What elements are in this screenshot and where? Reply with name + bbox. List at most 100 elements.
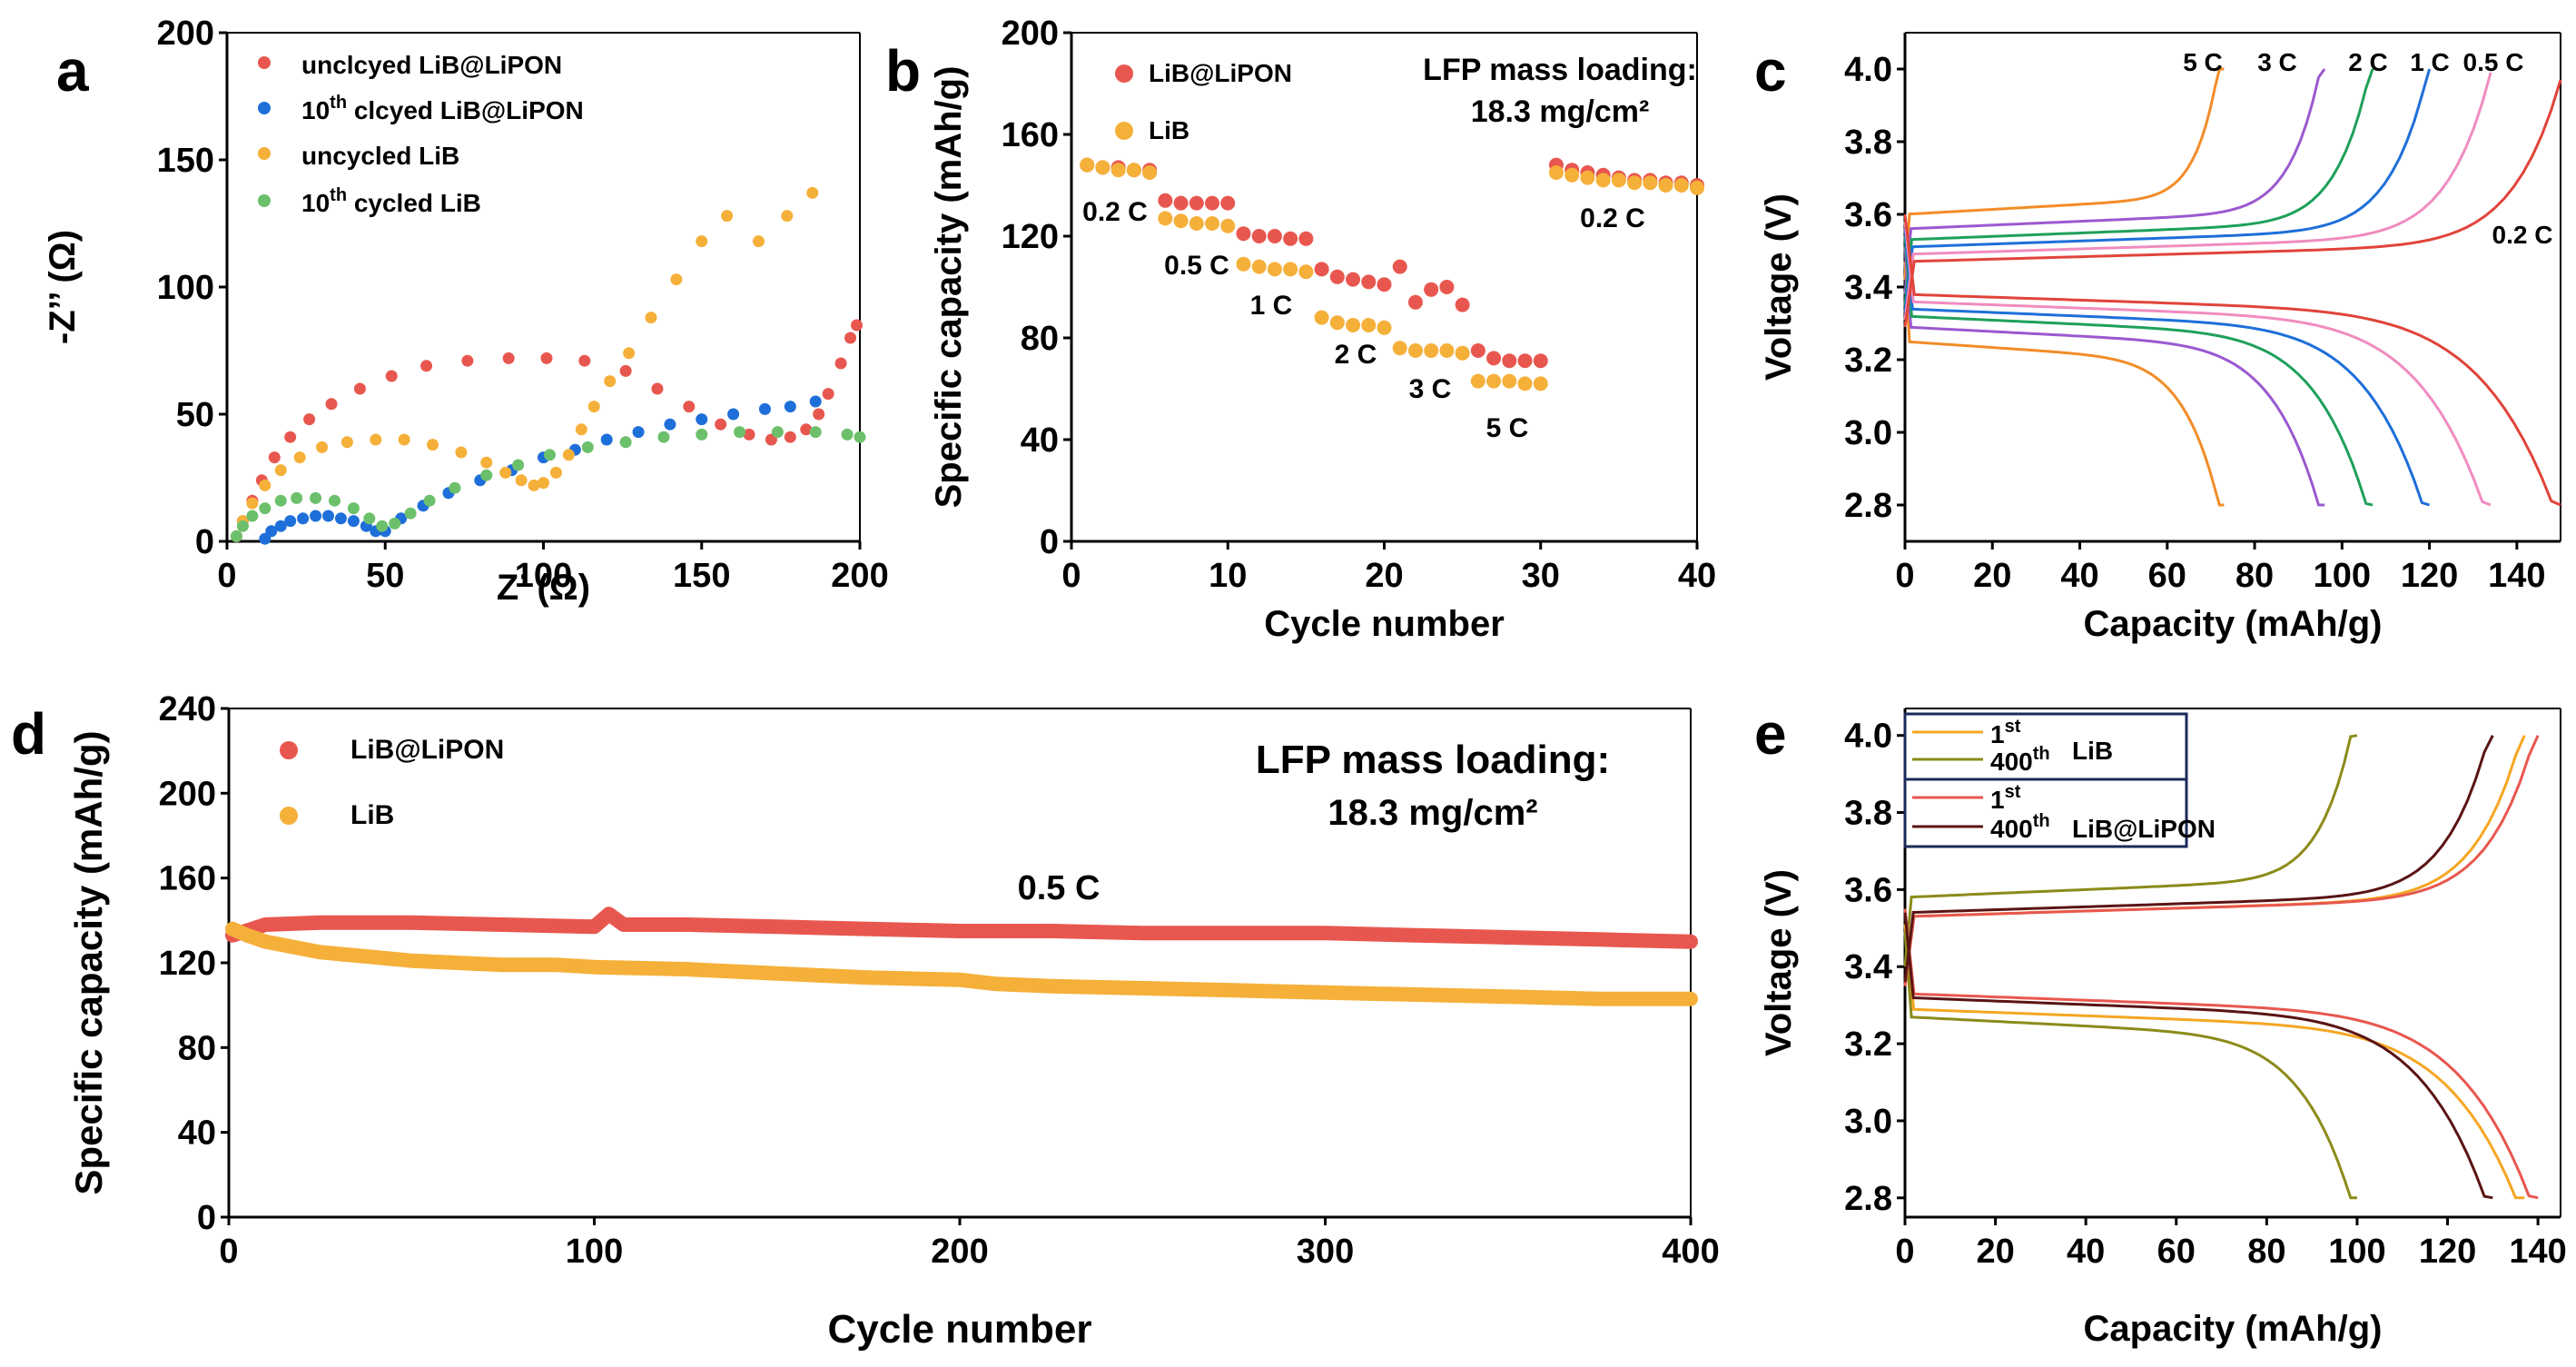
- b-point-s1: [1110, 163, 1126, 178]
- b-legend-marker-lib: [1115, 122, 1133, 140]
- a-x-tick-label: 200: [831, 557, 888, 595]
- e-legend-sup: th: [2033, 811, 2050, 831]
- a-point-s3: [449, 481, 461, 494]
- b-point-s1: [1158, 211, 1173, 226]
- d-point-s1: [405, 954, 419, 967]
- b-point-s1: [1439, 343, 1455, 358]
- a-point-s2: [538, 477, 549, 490]
- a-point-s2: [696, 235, 708, 248]
- a-point-s2: [623, 347, 636, 360]
- a-point-s3: [291, 491, 303, 504]
- d-point-s1: [587, 960, 601, 974]
- b-rate-annotation: 3 C: [1409, 374, 1452, 404]
- a-point-s3: [274, 494, 287, 507]
- b-point-s0: [1424, 282, 1439, 297]
- a-point-s2: [528, 479, 540, 491]
- d-legend-label-lipon: LiB@LiPON: [350, 735, 504, 765]
- d-point-s0: [1044, 925, 1058, 937]
- b-point-s0: [1298, 231, 1314, 246]
- d-legend-marker-lib: [280, 807, 298, 825]
- a-point-s3: [404, 507, 417, 520]
- a-legend-label: uncycled LiB: [301, 142, 459, 170]
- c-discharge-curve-s4: [1903, 221, 2492, 507]
- b-point-s0: [1189, 195, 1204, 211]
- d-point-s1: [241, 928, 254, 942]
- a-point-s2: [515, 474, 528, 487]
- b-x-tick-label: 0: [1061, 557, 1081, 595]
- a-point-s3: [512, 459, 525, 471]
- d-point-s0: [587, 920, 601, 934]
- d-y-tick-label: 120: [159, 945, 216, 983]
- a-point-s2: [670, 273, 683, 286]
- e-discharge-curve-s1: [1903, 931, 2357, 1200]
- c-x-tick-label: 100: [2314, 557, 2371, 595]
- d-point-s0: [862, 922, 875, 936]
- a-y-tick-label: 0: [195, 523, 214, 561]
- d-x-axis-label: Cycle number: [828, 1307, 1092, 1352]
- a-point-s2: [587, 401, 600, 413]
- b-point-s1: [1486, 373, 1502, 389]
- a-point-s3: [347, 502, 360, 515]
- e-y-tick-label: 3.6: [1844, 871, 1892, 909]
- b-point-s0: [1158, 193, 1173, 208]
- b-y-tick-label: 40: [1021, 421, 1059, 460]
- a-point-s1: [274, 520, 287, 532]
- d-legend-marker-lipon: [280, 741, 298, 759]
- a-point-s0: [651, 382, 664, 395]
- c-x-tick-label: 40: [2060, 557, 2098, 595]
- b-y-tick-label: 0: [1040, 523, 1059, 561]
- a-legend-text: unclcyed LiB@LiPON: [301, 51, 562, 79]
- d-point-s1: [953, 973, 966, 986]
- a-point-s2: [259, 479, 271, 491]
- a-y-tick-label: 200: [157, 15, 214, 53]
- a-point-s1: [322, 510, 335, 522]
- c-x-tick-label: 0: [1895, 557, 1914, 595]
- d-loading-value: 18.3 mg/cm²: [1327, 793, 1537, 833]
- b-point-s0: [1502, 353, 1517, 369]
- a-point-s0: [784, 431, 796, 443]
- b-loading-value: 18.3 mg/cm²: [1471, 94, 1650, 129]
- a-x-tick-label: 100: [515, 557, 572, 595]
- b-point-s1: [1251, 259, 1267, 274]
- c-y-tick-label: 3.0: [1844, 414, 1892, 452]
- b-point-s1: [1173, 213, 1189, 229]
- e-legend-label: 1st: [1990, 782, 2021, 814]
- c-charge-curve-s1: [1903, 68, 2326, 295]
- b-point-s0: [1455, 297, 1470, 312]
- a-point-s2: [480, 456, 493, 469]
- c-x-tick-label: 80: [2235, 557, 2274, 595]
- b-point-s1: [1548, 165, 1564, 180]
- a-point-s3: [328, 494, 341, 507]
- d-point-s0: [1410, 928, 1424, 942]
- a-point-s2: [316, 441, 329, 453]
- b-point-s1: [1080, 157, 1095, 173]
- a-point-s0: [715, 418, 727, 431]
- d-series-band-s0: [225, 906, 1698, 949]
- a-point-s2: [398, 433, 410, 446]
- e-x-tick-label: 60: [2157, 1233, 2196, 1271]
- a-point-s3: [376, 520, 389, 532]
- a-point-s1: [696, 413, 708, 426]
- d-legend-label-lib: LiB: [350, 800, 394, 830]
- c-y-axis-label: Voltage (V): [1759, 193, 1799, 381]
- b-point-s1: [1658, 178, 1673, 193]
- b-rate-annotation: 0.5 C: [1164, 251, 1229, 281]
- d-x-tick-label: 200: [931, 1233, 988, 1271]
- e-y-tick-label: 2.8: [1844, 1180, 1892, 1218]
- a-point-s2: [562, 449, 575, 461]
- d-y-tick-label: 40: [178, 1114, 216, 1153]
- b-y-tick-label: 160: [1002, 116, 1059, 154]
- b-point-s1: [1424, 343, 1439, 358]
- a-point-s0: [822, 388, 834, 401]
- b-point-s1: [1377, 320, 1392, 335]
- d-point-s1: [679, 963, 693, 976]
- a-point-s0: [420, 360, 433, 372]
- e-legend-group-lib: LiB: [2072, 737, 2113, 765]
- d-point-s0: [602, 907, 616, 921]
- b-point-s0: [1267, 229, 1282, 243]
- a-point-s3: [236, 520, 249, 532]
- a-point-s2: [645, 312, 657, 324]
- a-point-s2: [455, 446, 468, 459]
- a-point-s3: [854, 431, 866, 443]
- a-point-s0: [502, 352, 515, 364]
